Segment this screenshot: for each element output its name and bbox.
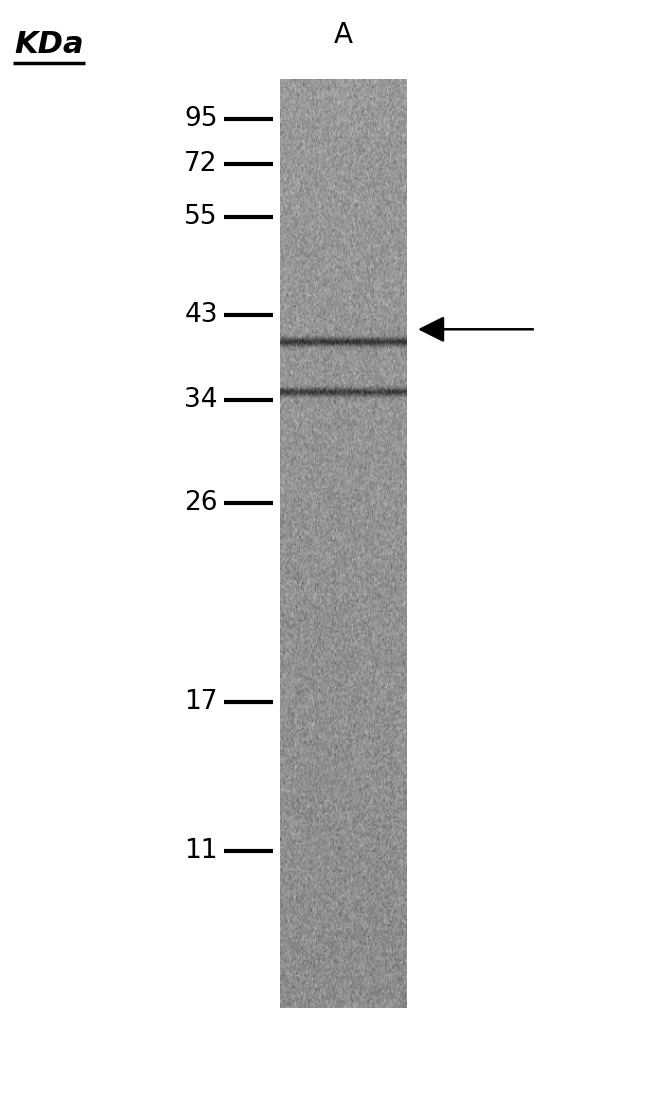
Text: KDa: KDa: [14, 30, 84, 59]
Text: 34: 34: [184, 387, 218, 413]
Text: 17: 17: [184, 688, 218, 715]
Text: 72: 72: [184, 150, 218, 177]
Text: 95: 95: [184, 106, 218, 133]
Text: 11: 11: [184, 838, 218, 864]
Text: 26: 26: [184, 490, 218, 516]
Text: A: A: [333, 21, 352, 50]
Text: 43: 43: [184, 302, 218, 328]
Text: 55: 55: [184, 203, 218, 230]
